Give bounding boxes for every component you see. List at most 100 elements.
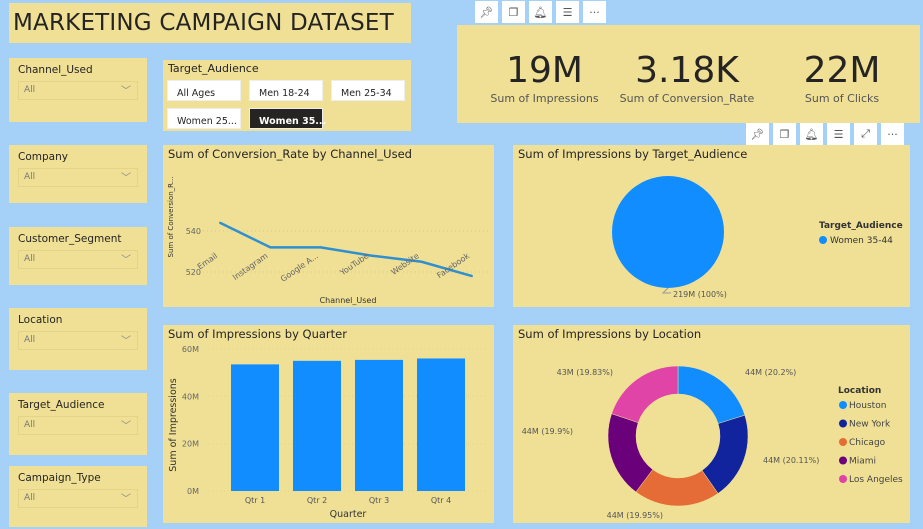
data-point	[420, 260, 423, 263]
visual-toolbar: 📌︎ ❐ 🔔︎ ☰ ⤢ ···	[746, 123, 904, 145]
legend-marker	[839, 438, 847, 446]
card-visual-toolbar: 📌︎ ❐ 🔔︎ ☰ ···	[475, 1, 606, 23]
chevron-down-icon: ﹀	[121, 494, 131, 505]
slicer-value: All	[24, 254, 36, 264]
legend-item: Women 35-44	[830, 236, 893, 246]
filter-icon[interactable]: ☰	[556, 1, 579, 23]
slicer-dropdown[interactable]: All ﹀	[18, 250, 138, 269]
x-tick-label: Facebook	[435, 251, 471, 280]
focus-mode-icon[interactable]: ⤢	[854, 123, 877, 145]
bell-icon[interactable]: 🔔︎	[800, 123, 823, 145]
slicer-target-audience: Target_Audience All ﹀	[9, 393, 147, 455]
slicer-location: Location All ﹀	[9, 308, 147, 370]
bar-chart-impressions-by-quarter: Sum of Impressions by Quarter 0M 20M 40M 60…	[163, 325, 494, 523]
option-women-25[interactable]: Women 25...	[167, 108, 241, 129]
option-men-25-34[interactable]: Men 25-34	[331, 80, 405, 101]
data-label: 219M (100%)	[673, 290, 727, 299]
option-all-ages[interactable]: All Ages	[167, 80, 241, 101]
slicer-dropdown[interactable]: All ﹀	[18, 81, 138, 100]
pin-icon[interactable]: 📌︎	[746, 123, 769, 145]
copy-icon[interactable]: ❐	[502, 1, 525, 23]
x-axis-title: Channel_Used	[320, 296, 377, 305]
slicer-value: All	[24, 85, 36, 95]
chevron-down-icon: ﹀	[121, 336, 131, 347]
slicer-company: Company All ﹀	[9, 145, 147, 203]
x-axis-title: Quarter	[330, 509, 367, 520]
bell-icon[interactable]: 🔔︎	[529, 1, 552, 23]
dashboard-title: MARKETING CAMPAIGN DATASET	[9, 3, 411, 43]
slicer-label: Customer_Segment	[18, 233, 122, 245]
slicer-value: All	[24, 172, 36, 182]
legend-item: Los Angeles	[849, 475, 903, 485]
chart-title: Sum of Impressions by Location	[518, 327, 702, 341]
legend-marker	[839, 401, 847, 409]
card-label: Sum of Clicks	[804, 92, 880, 105]
x-tick-label: YouTube	[338, 251, 371, 278]
data-label: 44M (19.95%)	[607, 511, 663, 520]
more-options-icon[interactable]: ···	[583, 1, 606, 23]
pin-icon[interactable]: 📌︎	[475, 1, 498, 23]
bar	[231, 364, 279, 491]
x-tick-label: Qtr 2	[307, 496, 327, 505]
slicer-dropdown[interactable]: All ﹀	[18, 168, 138, 187]
card-value: 3.18K	[635, 50, 739, 91]
label-leader	[661, 287, 671, 294]
card-value: 22M	[803, 50, 881, 91]
card-label: Sum of Conversion_Rate	[619, 92, 755, 105]
y-axis-title: Sum of Conversion_R...	[167, 177, 175, 258]
x-tick-label: Qtr 4	[431, 496, 451, 505]
legend-title: Location	[838, 386, 881, 396]
y-tick-label: 60M	[182, 345, 199, 354]
legend-item: New York	[849, 420, 891, 430]
legend-marker	[819, 236, 827, 244]
y-axis-title: Sum of Impressions	[168, 378, 179, 472]
pie-chart-impressions-by-audience: Sum of Impressions by Target_Audience 21…	[513, 145, 910, 307]
data-label: 44M (19.9%)	[522, 427, 573, 436]
slicer-label: Target_Audience	[168, 62, 259, 75]
data-label: 44M (20.11%)	[763, 456, 819, 465]
bar	[355, 359, 403, 491]
filter-icon[interactable]: ☰	[827, 123, 850, 145]
option-women-35[interactable]: Women 35...	[249, 108, 326, 129]
card-conversion-rate: 3.18K Sum of Conversion_Rate	[617, 50, 757, 106]
legend-marker	[839, 475, 847, 483]
donut-slice	[677, 365, 746, 424]
slicer-label: Channel_Used	[18, 64, 93, 76]
legend-title: Target_Audience	[819, 221, 903, 231]
slicer-dropdown[interactable]: All ﹀	[18, 331, 138, 350]
legend-item: Miami	[849, 457, 876, 467]
copy-icon[interactable]: ❐	[773, 123, 796, 145]
legend-item: Chicago	[849, 438, 886, 448]
slicer-value: All	[24, 420, 36, 430]
donut-chart-impressions-by-location: Sum of Impressions by Location 44M (20.2…	[513, 325, 910, 523]
card-impressions: 19M Sum of Impressions	[477, 51, 612, 106]
x-tick-label: Email	[196, 251, 219, 271]
line-chart-conversion-by-channel: Sum of Conversion_Rate by Channel_Used 5…	[163, 145, 494, 307]
legend-item: Houston	[849, 401, 886, 411]
chevron-down-icon: ﹀	[121, 421, 131, 432]
donut-slice	[611, 365, 679, 423]
slicer-label: Campaign_Type	[18, 472, 101, 484]
chart-title: Sum of Conversion_Rate by Channel_Used	[168, 147, 412, 161]
data-point	[219, 221, 221, 224]
option-men-18-24[interactable]: Men 18-24	[249, 80, 323, 101]
data-point	[370, 254, 373, 257]
chart-title: Sum of Impressions by Target_Audience	[518, 147, 748, 161]
slicer-dropdown[interactable]: All ﹀	[18, 416, 138, 435]
slicer-label: Target_Audience	[18, 399, 105, 411]
more-options-icon[interactable]: ···	[881, 123, 904, 145]
data-label: 44M (20.2%)	[745, 368, 796, 377]
x-tick-label: Website	[389, 251, 420, 277]
data-point	[471, 275, 473, 278]
bar	[293, 360, 341, 491]
y-tick-label: 540	[186, 227, 201, 236]
y-tick-label: 0M	[187, 487, 199, 496]
slicer-dropdown[interactable]: All ﹀	[18, 489, 138, 508]
chevron-down-icon: ﹀	[121, 86, 131, 97]
y-tick-label: 40M	[182, 392, 199, 401]
slicer-campaign-type: Campaign_Type All ﹀	[9, 466, 147, 527]
slicer-customer-segment: Customer_Segment All ﹀	[9, 227, 147, 285]
data-line	[219, 221, 473, 278]
y-tick-label: 520	[186, 268, 201, 277]
x-tick-label: Qtr 3	[369, 496, 389, 505]
